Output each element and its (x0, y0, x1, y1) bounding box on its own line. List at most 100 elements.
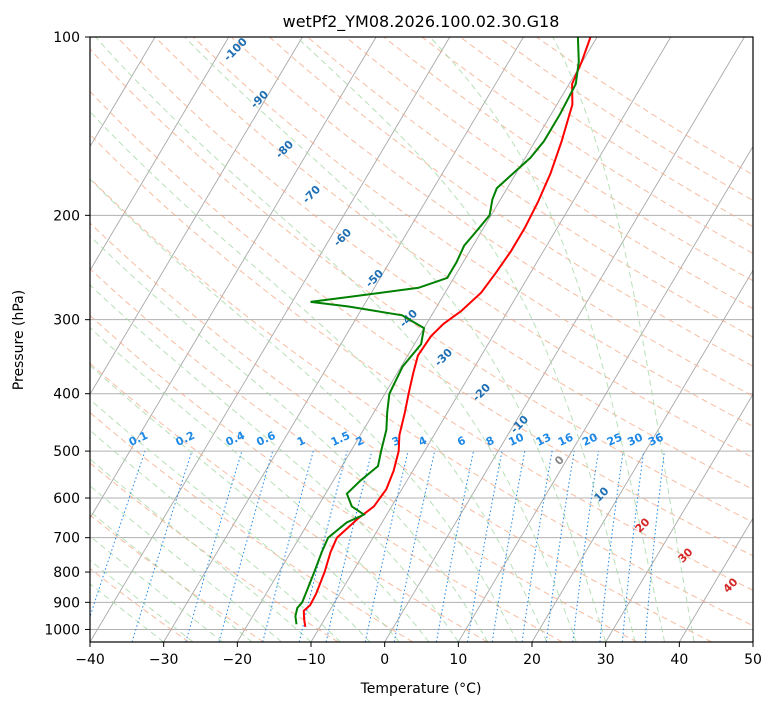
mixing-ratio-label: 13 (534, 431, 553, 449)
dry-adiabat-lines (90, 37, 753, 642)
y-axis-ticks: 100 200 300 400 500 600 700 800 900 1000 (44, 30, 90, 638)
dry-adiabat-line (90, 314, 563, 642)
mixing-ratio-line (325, 450, 373, 642)
y-axis-title: Pressure (hPa) (11, 290, 27, 390)
moist-adiabat-line (90, 398, 371, 642)
mixing-ratio-label: 3 (390, 434, 402, 449)
moist-adiabat-line (90, 327, 430, 642)
adiabat-label: -100 (221, 35, 250, 64)
isotherm-line (90, 37, 156, 148)
dry-adiabat-line (90, 362, 488, 642)
moist-adiabat-line (296, 37, 636, 642)
x-tick-label: 30 (597, 652, 615, 668)
plot-frame (89, 36, 754, 643)
isotherm-line (531, 269, 753, 642)
x-tick-label: −40 (75, 652, 105, 668)
dry-adiabat-line (90, 567, 190, 642)
dry-adiabat-line (90, 222, 712, 642)
dry-adiabat-line (383, 37, 753, 282)
adiabat-label: -10 (508, 413, 531, 436)
x-axis-title: Temperature (°C) (360, 681, 482, 697)
moist-adiabat-line (90, 178, 518, 642)
y-tick-label: 300 (53, 313, 80, 329)
x-axis-ticks: −40 −30 −20 −10 0 10 20 30 40 50 (75, 642, 762, 668)
isotherm-line (752, 641, 753, 642)
mixing-ratio-label: 6 (455, 434, 468, 449)
sounding-series (294, 37, 592, 628)
mixing-ratio-line (393, 450, 436, 642)
dry-adiabat-line (90, 48, 753, 523)
mixing-ratio-label: 8 (484, 434, 496, 449)
mixing-ratio-line (131, 450, 193, 642)
isotherm-line (384, 37, 745, 642)
dewpoint-profile-line (294, 37, 580, 625)
x-tick-label: 10 (449, 652, 467, 668)
moist-adiabat-line (90, 510, 253, 642)
mixing-ratio-line (435, 450, 474, 642)
isotherm-line (310, 37, 672, 642)
isobar-gridlines (90, 37, 753, 630)
x-tick-label: −10 (296, 652, 326, 668)
isotherm-line (0, 37, 8, 642)
adiabat-label: -20 (470, 381, 493, 404)
mixing-ratio-line (621, 451, 645, 642)
moist-adiabat-line (184, 37, 607, 642)
x-tick-label: −30 (149, 652, 179, 668)
mixing-ratio-line (521, 451, 553, 642)
mixing-ratio-label: 1.5 (329, 429, 352, 449)
mixing-ratio-label: 25 (605, 431, 624, 449)
adiabat-label: 40 (721, 575, 741, 595)
adiabat-label: -70 (300, 183, 323, 206)
dry-adiabat-line (154, 37, 753, 459)
y-tick-label: 700 (53, 531, 80, 547)
adiabat-label: -80 (273, 138, 296, 161)
y-tick-label: 100 (53, 30, 80, 46)
mixing-ratio-label: 36 (646, 430, 666, 448)
mixing-ratio-line (491, 451, 526, 642)
plot-area: 0.1 0.2 0.4 0.6 1 1.5 2 3 4 6 8 10 13 16 20 25 30 36-100-… (0, 35, 753, 642)
mixing-ratio-line (90, 450, 146, 619)
mixing-ratio-line (218, 450, 274, 642)
dry-adiabat-line (345, 37, 753, 310)
mixing-ratio-label: 20 (580, 430, 600, 448)
moist-adiabat-line (552, 37, 695, 642)
temperature-profile-line (302, 37, 592, 628)
x-tick-label: 50 (744, 652, 762, 668)
isotherm-line (90, 37, 303, 396)
mixing-ratio-label: 0.4 (224, 429, 247, 449)
moist-adiabat-line (90, 485, 282, 642)
y-tick-label: 800 (53, 565, 80, 581)
x-tick-label: 0 (380, 652, 389, 668)
moist-adiabat-line (95, 37, 577, 642)
x-tick-label: 20 (523, 652, 541, 668)
moist-adiabat-line (90, 458, 312, 642)
mixing-ratio-label: 0.6 (254, 429, 277, 449)
dry-adiabat-line (90, 177, 753, 627)
dry-adiabat-line (90, 514, 264, 642)
y-tick-label: 200 (53, 208, 80, 224)
moist-adiabat-line (90, 559, 194, 642)
mixing-ratio-label: 16 (556, 430, 576, 448)
mixing-ratio-label: 30 (625, 430, 645, 448)
mixing-ratio-line (545, 451, 575, 642)
x-tick-label: −20 (223, 652, 253, 668)
mixing-ratio-label: 0.2 (174, 429, 197, 449)
dry-adiabat-line (307, 37, 753, 338)
adiabat-label: 0 (552, 453, 567, 468)
isotherm-line (90, 37, 377, 519)
isotherm-line (605, 393, 753, 642)
mixing-ratio-line (644, 451, 665, 642)
chart-title: wetPf2_YM08.2026.100.02.30.G18 (283, 12, 560, 32)
dry-adiabat-line (90, 411, 414, 642)
isotherm-line (457, 145, 753, 642)
mixing-ratio-line (599, 451, 624, 642)
y-tick-label: 600 (53, 491, 80, 507)
y-tick-label: 400 (53, 387, 80, 403)
y-tick-label: 900 (53, 595, 80, 611)
mixing-ratio-line (185, 450, 243, 642)
moist-adiabat-line (90, 364, 400, 642)
y-tick-label: 1000 (44, 622, 80, 638)
mixing-ratio-label: 1 (295, 434, 307, 449)
adiabat-label: -60 (331, 226, 354, 249)
